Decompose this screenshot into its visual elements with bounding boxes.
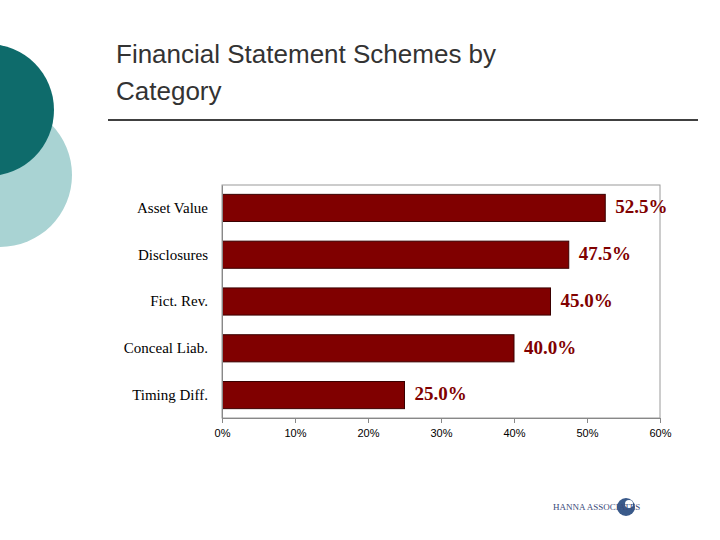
x-tick: 60% <box>649 418 671 439</box>
x-axis: 0% 10% 20% 30% 40% 50% 60% <box>215 418 672 439</box>
x-tick-mark <box>295 418 296 423</box>
y-tick-label: Timing Diff. <box>132 387 208 403</box>
y-tick: Timing Diff. <box>132 387 222 403</box>
x-tick-mark <box>660 418 661 423</box>
x-tick-mark <box>368 418 369 423</box>
title-rule <box>108 119 698 121</box>
bar <box>222 241 569 268</box>
y-tick-label: Conceal Liab. <box>124 340 208 356</box>
x-tick-label: 40% <box>503 427 525 439</box>
x-tick: 0% <box>215 418 231 439</box>
bars <box>222 194 605 408</box>
logo-text: HANNA ASSOCIATES <box>553 502 640 512</box>
bar <box>222 335 514 362</box>
x-tick: 10% <box>284 418 306 439</box>
data-label: 40.0% <box>524 337 576 358</box>
y-tick-label: Fict. Rev. <box>150 293 208 309</box>
x-tick: 50% <box>576 418 598 439</box>
data-labels: 52.5% 47.5% 45.0% 40.0% 25.0% <box>415 196 668 404</box>
x-tick: 40% <box>503 418 525 439</box>
y-axis-line <box>222 186 223 419</box>
title: Financial Statement Schemes by Category <box>116 36 566 110</box>
logo: HANNA ASSOCIATES <box>553 498 640 516</box>
bar <box>222 382 405 409</box>
x-tick-label: 30% <box>430 427 452 439</box>
data-label: 45.0% <box>561 290 613 311</box>
y-tick-label: Asset Value <box>137 200 208 216</box>
x-tick-label: 60% <box>649 427 671 439</box>
bar <box>222 194 605 221</box>
y-tick: Disclosures <box>138 247 222 263</box>
x-axis-line <box>223 419 661 424</box>
data-label: 52.5% <box>615 196 667 217</box>
y-tick: Asset Value <box>137 200 222 216</box>
x-tick: 20% <box>357 418 379 439</box>
x-tick-mark <box>222 418 223 423</box>
data-label: 47.5% <box>579 243 631 264</box>
y-tick-label: Disclosures <box>138 247 208 263</box>
y-tick: Conceal Liab. <box>124 340 222 356</box>
plot-frame <box>222 185 660 418</box>
x-tick: 30% <box>430 418 452 439</box>
x-tick-label: 10% <box>284 427 306 439</box>
y-axis: Asset Value Disclosures Fict. Rev. Conceal … <box>124 186 223 419</box>
x-tick-mark <box>441 418 442 423</box>
data-label: 25.0% <box>415 383 467 404</box>
bar <box>222 288 551 315</box>
y-tick: Fict. Rev. <box>150 293 222 309</box>
deco-circle-dark <box>0 44 54 176</box>
x-tick-label: 20% <box>357 427 379 439</box>
x-tick-label: 0% <box>215 427 231 439</box>
x-tick-mark <box>587 418 588 423</box>
x-tick-label: 50% <box>576 427 598 439</box>
x-tick-mark <box>514 418 515 423</box>
